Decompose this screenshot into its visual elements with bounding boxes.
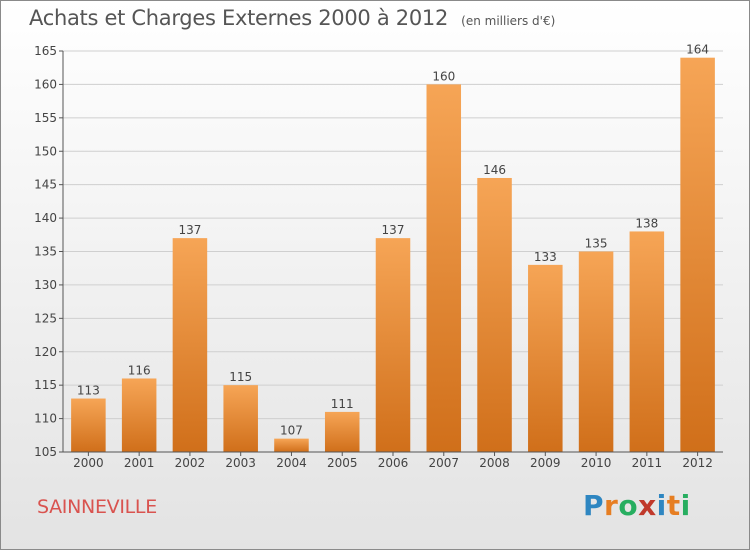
data-label: 160 [432, 69, 455, 83]
y-tick-label: 105 [34, 445, 57, 459]
logo-letter: o [618, 489, 639, 522]
x-tick-label: 2006 [378, 456, 409, 470]
x-tick-label: 2001 [124, 456, 155, 470]
commune-name: SAINNEVILLE [37, 496, 157, 518]
data-label: 146 [483, 163, 506, 177]
bar-2009 [528, 264, 563, 452]
data-label: 137 [382, 223, 405, 237]
bar-2010 [578, 251, 614, 452]
x-tick-label: 2009 [530, 456, 561, 470]
axes: 105 110 115 120 125 130 135 140 145 150 155 160 165 2… [34, 44, 723, 470]
x-tick-label: 2012 [682, 456, 713, 470]
x-tick-label: 2010 [581, 456, 612, 470]
x-tick-label: 2011 [632, 456, 663, 470]
chart-title-block: Achats et Charges Externes 2000 à 2012 (… [29, 6, 555, 30]
y-tick-label: 140 [34, 211, 57, 225]
bar-2001 [121, 378, 157, 452]
x-tick-label: 2007 [428, 456, 459, 470]
bar-2012 [680, 57, 715, 452]
data-label: 164 [686, 43, 709, 57]
y-tick-label: 115 [34, 378, 57, 392]
x-tick-label: 2008 [479, 456, 510, 470]
data-label: 138 [635, 216, 658, 230]
bars: 113 116 137 115 107 111 137 160 146 133 135 138 164 [71, 43, 715, 453]
data-label: 137 [178, 223, 201, 237]
y-tick-label: 150 [34, 144, 57, 158]
bar-2008 [477, 177, 512, 452]
y-tick-label: 145 [34, 178, 57, 192]
y-tick-label: 125 [34, 311, 57, 325]
data-label: 111 [331, 397, 354, 411]
data-label: 107 [280, 424, 303, 438]
logo-letter: P [583, 489, 605, 522]
y-tick-label: 130 [34, 278, 57, 292]
x-tick-label: 2004 [276, 456, 307, 470]
y-tick-label: 160 [34, 77, 57, 91]
x-tick-label: 2005 [327, 456, 358, 470]
data-label: 113 [77, 384, 100, 398]
bar-2002 [172, 238, 208, 452]
chart-title: Achats et Charges Externes 2000 à 2012 [29, 6, 449, 30]
logo-letter: i [680, 489, 691, 522]
bar-2003 [223, 385, 258, 452]
bar-2000 [71, 398, 106, 452]
data-label: 115 [229, 370, 252, 384]
data-label: 135 [585, 237, 608, 251]
bar-2007 [426, 84, 462, 453]
x-tick-label: 2000 [73, 456, 104, 470]
logo-letter: t [666, 489, 681, 522]
logo-letter: i [656, 489, 667, 522]
y-tick-label: 120 [34, 345, 57, 359]
logo-letter: r [604, 489, 619, 522]
proxiti-logo: Proxiti [583, 489, 691, 522]
y-tick-label: 110 [34, 412, 57, 426]
y-tick-label: 165 [34, 44, 57, 58]
chart-unit-note: (en milliers d'€) [461, 14, 556, 28]
bar-2004 [274, 438, 309, 452]
bar-2006 [375, 238, 411, 452]
y-tick-label: 135 [34, 245, 57, 259]
data-label: 116 [128, 363, 151, 377]
data-label: 133 [534, 250, 557, 264]
bar-2011 [629, 231, 665, 452]
x-tick-label: 2002 [175, 456, 206, 470]
logo-letter: x [638, 489, 657, 522]
y-tick-label: 155 [34, 111, 57, 125]
bar-2005 [324, 411, 360, 452]
x-tick-label: 2003 [225, 456, 256, 470]
